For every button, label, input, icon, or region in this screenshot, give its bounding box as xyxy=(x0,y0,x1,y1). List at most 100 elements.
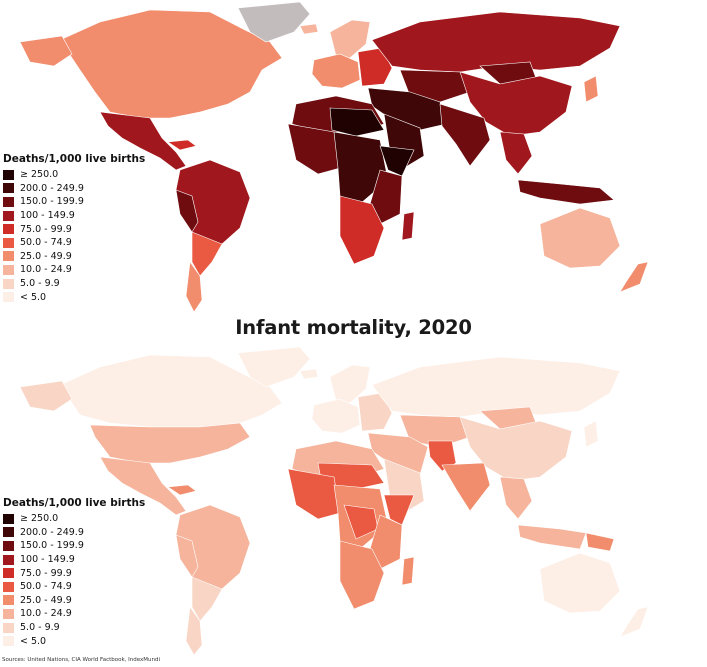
map-region-south-asia xyxy=(441,462,491,512)
legend-item: 100 - 149.9 xyxy=(3,209,145,223)
legend-item: ≥ 250.0 xyxy=(3,168,145,182)
legend-item: 50.0 - 74.9 xyxy=(3,580,145,594)
legend-swatch xyxy=(3,608,14,619)
map-region-australia xyxy=(539,552,621,614)
map-region-sahel xyxy=(329,107,385,137)
map-region-new-zealand xyxy=(619,261,649,293)
legend-swatch xyxy=(3,581,14,592)
map-region-east-africa xyxy=(369,514,403,570)
map-region-andes xyxy=(175,189,199,233)
legend-swatch xyxy=(3,595,14,606)
legend-item: 150.0 - 199.9 xyxy=(3,195,145,209)
legend-swatch xyxy=(3,224,14,235)
legend-item: 10.0 - 24.9 xyxy=(3,607,145,621)
map-region-patagonia xyxy=(185,606,203,656)
legend-label: 50.0 - 74.9 xyxy=(20,237,72,249)
legend-item: 5.0 - 9.9 xyxy=(3,277,145,291)
legend-swatch xyxy=(3,527,14,538)
map-region-greenland xyxy=(237,1,311,43)
map-region-southern-africa xyxy=(339,195,385,265)
map-region-middle-east xyxy=(367,87,447,131)
map-region-east-africa xyxy=(369,169,403,225)
legend-label: 200.0 - 249.9 xyxy=(20,182,84,194)
legend-label: ≥ 250.0 xyxy=(20,513,59,525)
map-region-japan xyxy=(583,75,599,103)
map-region-caribbean xyxy=(167,484,197,496)
legend-swatch xyxy=(3,237,14,248)
map-region-mexico xyxy=(99,456,187,516)
legend-swatch xyxy=(3,636,14,647)
map-region-russia xyxy=(371,356,621,418)
historical-map-legend: Deaths/1,000 live births ≥ 250.0 200.0 - … xyxy=(3,153,145,304)
map-region-australia xyxy=(539,207,621,269)
legend-title: Deaths/1,000 live births xyxy=(3,153,146,165)
map-region-eastern-europe xyxy=(357,47,393,87)
legend-label: 200.0 - 249.9 xyxy=(20,526,84,538)
legend-item: 75.0 - 99.9 xyxy=(3,222,145,236)
map-region-southern-cone xyxy=(191,231,223,277)
legend-label: < 5.0 xyxy=(20,291,47,303)
map-region-usa xyxy=(89,422,251,464)
map-region-alaska xyxy=(19,380,73,412)
legend-item: 200.0 - 249.9 xyxy=(3,526,145,540)
map-region-western-europe xyxy=(311,398,361,434)
legend-item: < 5.0 xyxy=(3,634,145,648)
legend-swatch xyxy=(3,196,14,207)
legend-item: 150.0 - 199.9 xyxy=(3,539,145,553)
legend-item: ≥ 250.0 xyxy=(3,512,145,526)
map-region-west-africa xyxy=(287,468,341,520)
legend-item: < 5.0 xyxy=(3,290,145,304)
infant-mortality-2020-map xyxy=(0,345,707,657)
legend-label: < 5.0 xyxy=(20,635,47,647)
legend-swatch xyxy=(3,568,14,579)
map-region-andes xyxy=(175,534,199,578)
legend-item: 200.0 - 249.9 xyxy=(3,182,145,196)
legend-item: 100 - 149.9 xyxy=(3,553,145,567)
historical-map xyxy=(0,0,707,320)
map-region-southeast-asia xyxy=(499,476,533,520)
map-region-madagascar xyxy=(401,556,415,586)
map-region-indonesia xyxy=(517,179,615,205)
legend-item: 25.0 - 49.9 xyxy=(3,594,145,608)
map-region-alaska xyxy=(19,35,73,67)
map-region-patagonia xyxy=(185,261,203,313)
legend-swatch xyxy=(3,264,14,275)
legend-swatch xyxy=(3,278,14,289)
map-region-southern-africa xyxy=(339,540,385,610)
legend-swatch xyxy=(3,210,14,221)
map-region-southern-cone xyxy=(191,576,223,622)
map-region-russia xyxy=(371,11,621,73)
legend-swatch xyxy=(3,513,14,524)
map-region-madagascar xyxy=(401,211,415,241)
legend-item: 10.0 - 24.9 xyxy=(3,263,145,277)
map-region-indonesia xyxy=(517,524,587,550)
legend-label: 25.0 - 49.9 xyxy=(20,250,72,262)
legend-label: 50.0 - 74.9 xyxy=(20,581,72,593)
map-region-canada xyxy=(59,354,283,428)
legend-label: 25.0 - 49.9 xyxy=(20,594,72,606)
legend-swatch xyxy=(3,622,14,633)
map-region-new-zealand xyxy=(619,606,649,638)
legend-item: 50.0 - 74.9 xyxy=(3,236,145,250)
map-region-china xyxy=(459,416,573,482)
legend-label: 5.0 - 9.9 xyxy=(20,622,60,634)
sources-note: Sources: United Nations, CIA World Factb… xyxy=(2,657,161,663)
legend-swatch xyxy=(3,554,14,565)
map-region-caribbean xyxy=(167,139,197,151)
map-region-west-africa xyxy=(287,123,341,175)
legend-swatch xyxy=(3,251,14,262)
legend-item: 5.0 - 9.9 xyxy=(3,621,145,635)
chart-title: Infant mortality, 2020 xyxy=(235,316,472,339)
map-region-north-america xyxy=(59,9,283,119)
map-region-eastern-europe xyxy=(357,392,393,432)
map-region-iceland xyxy=(299,368,319,380)
legend-swatch xyxy=(3,183,14,194)
legend-label: 5.0 - 9.9 xyxy=(20,278,60,290)
map-region-china xyxy=(459,71,573,137)
legend-label: 75.0 - 99.9 xyxy=(20,567,72,579)
map-region-south-asia xyxy=(439,103,491,167)
legend-label: 150.0 - 199.9 xyxy=(20,196,84,208)
legend-swatch xyxy=(3,292,14,303)
infant-mortality-legend: Deaths/1,000 live births ≥ 250.0 200.0 - … xyxy=(3,497,145,648)
legend-item: 25.0 - 49.9 xyxy=(3,250,145,264)
